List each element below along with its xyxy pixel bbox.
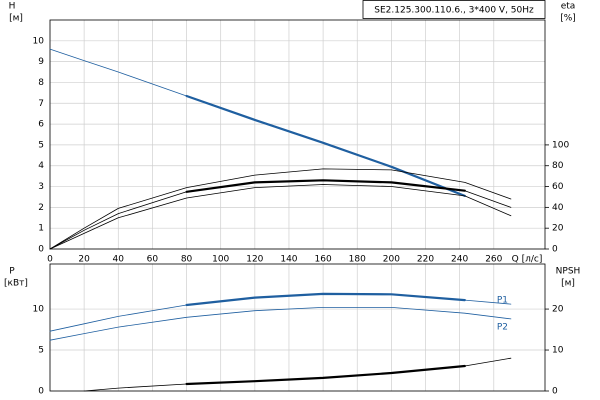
series-line [83, 357, 512, 392]
x-tick-label: 220 [417, 255, 434, 265]
series-label: P1 [497, 296, 508, 306]
x-tick-label: 100 [212, 255, 229, 265]
x-tick-label: 140 [280, 255, 297, 265]
y2-tick-label: 10 [552, 346, 564, 356]
x-tick-label: 240 [451, 255, 468, 265]
y-tick-label: 0 [38, 387, 44, 397]
x-tick-label: 0 [47, 255, 53, 265]
x-tick-label: 180 [349, 255, 366, 265]
y-tick-label: 2 [38, 203, 44, 213]
y-axis-label: P [9, 267, 15, 277]
series-label: P2 [497, 322, 508, 332]
x-tick-label: 160 [315, 255, 332, 265]
y-tick-label: 7 [38, 99, 44, 109]
y2-tick-label: 20 [552, 224, 564, 234]
series-line [49, 48, 466, 197]
y2-tick-label: 60 [552, 182, 564, 192]
y-tick-label: 0 [38, 245, 44, 255]
series-line [185, 292, 466, 307]
x-tick-label: 120 [246, 255, 263, 265]
series-line [185, 94, 466, 197]
y2-axis-unit: [%] [560, 14, 576, 24]
x-tick-label: 80 [181, 255, 193, 265]
y-tick-label: 3 [38, 182, 44, 192]
x-tick-label: 20 [78, 255, 90, 265]
y2-axis-label: NPSH [556, 267, 581, 277]
x-tick-label: 200 [383, 255, 400, 265]
y-tick-label: 9 [38, 57, 44, 67]
chart-title: SE2.125.300.110.6., 3*400 V, 50Hz [374, 6, 534, 16]
y2-axis-label: eta [561, 2, 576, 12]
y2-tick-label: 100 [552, 140, 569, 150]
x-tick-label: 40 [113, 255, 125, 265]
y2-tick-label: 20 [552, 305, 564, 315]
y2-tick-label: 0 [552, 387, 558, 397]
y-tick-label: 8 [38, 78, 44, 88]
y-tick-label: 4 [38, 161, 44, 171]
x-axis-label: Q [л/с] [512, 255, 543, 265]
series-line [49, 184, 512, 250]
plot-frame [49, 19, 546, 250]
x-tick-label: 60 [147, 255, 159, 265]
series-line [49, 307, 512, 341]
title-box [362, 0, 546, 19]
series-line [49, 168, 512, 250]
y-axis-label: H [9, 2, 16, 12]
x-tick-label: 260 [485, 255, 502, 265]
y-tick-label: 5 [38, 140, 44, 150]
plot-frame [49, 263, 546, 392]
y-tick-label: 1 [38, 224, 44, 234]
y-tick-label: 5 [38, 346, 44, 356]
y-tick-label: 6 [38, 120, 44, 130]
y-tick-label: 10 [33, 305, 45, 315]
series-line [49, 293, 512, 332]
y2-tick-label: 40 [552, 203, 564, 213]
y2-axis-unit: [м] [561, 279, 575, 289]
y2-tick-label: 80 [552, 161, 564, 171]
y-tick-label: 10 [33, 36, 45, 46]
series-line [185, 364, 466, 386]
y2-tick-label: 0 [552, 245, 558, 255]
series-line [185, 179, 466, 193]
series-line [49, 179, 512, 250]
y-axis-unit: [м] [9, 14, 23, 24]
y-axis-unit: [кВт] [4, 279, 28, 289]
